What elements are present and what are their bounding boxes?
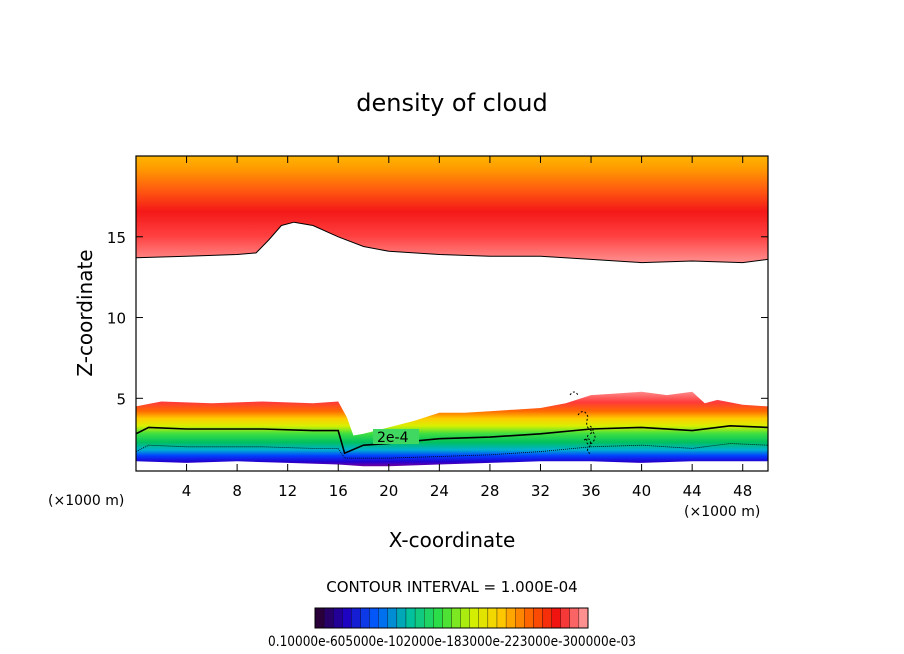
lower-cloud-layer bbox=[136, 391, 768, 467]
x-unit-right: (×1000 m) bbox=[684, 504, 760, 520]
colorbar-swatch-22 bbox=[515, 607, 525, 629]
thin-contour-line bbox=[136, 443, 768, 459]
colorbar-swatch-3 bbox=[342, 607, 352, 629]
colorbar-swatch-11 bbox=[414, 607, 425, 629]
x-tick-label-11: 48 bbox=[733, 482, 752, 500]
y-tick-label-1: 10 bbox=[107, 310, 126, 328]
x-tick-label-7: 32 bbox=[531, 482, 550, 500]
chart-title: density of cloud bbox=[356, 89, 547, 117]
colorbar-swatch-26 bbox=[551, 607, 561, 629]
colorbar-swatch-16 bbox=[460, 607, 470, 629]
contour-interval-text: CONTOUR INTERVAL = 1.000E-04 bbox=[326, 578, 577, 596]
colorbar-swatch-6 bbox=[369, 607, 379, 629]
colorbar-swatch-10 bbox=[405, 607, 416, 629]
colorbar-swatch-25 bbox=[542, 607, 552, 629]
colorbar-swatch-13 bbox=[433, 607, 443, 629]
x-tick-label-8: 36 bbox=[581, 482, 600, 500]
colorbar-swatch-0 bbox=[314, 607, 325, 629]
colorbar bbox=[314, 607, 589, 629]
y-tick-label-2: 15 bbox=[107, 229, 126, 247]
colorbar-swatch-14 bbox=[442, 607, 452, 629]
colorbar-labels: 0.10000e-605000e-102000e-183000e-223000e… bbox=[268, 634, 636, 650]
colorbar-frame bbox=[314, 607, 589, 629]
x-tick-label-3: 16 bbox=[329, 482, 348, 500]
colorbar-swatch-23 bbox=[524, 607, 534, 629]
colorbar-swatch-2 bbox=[333, 607, 343, 629]
x-tick-marks bbox=[186, 156, 744, 471]
x-tick-label-5: 24 bbox=[430, 482, 449, 500]
x-tick-label-10: 44 bbox=[683, 482, 702, 500]
colorbar-swatch-20 bbox=[496, 607, 507, 629]
colorbar-swatch-27 bbox=[560, 607, 570, 629]
colorbar-swatch-18 bbox=[478, 607, 489, 629]
y-tick-marks bbox=[136, 236, 768, 399]
colorbar-swatch-15 bbox=[451, 607, 461, 629]
x-unit-left: (×1000 m) bbox=[48, 493, 124, 509]
x-tick-label-4: 20 bbox=[379, 482, 398, 500]
x-tick-label-0: 4 bbox=[182, 482, 192, 500]
upper-layer-contour-line bbox=[136, 221, 768, 264]
y-axis-label: Z-coordinate bbox=[73, 249, 97, 376]
y-tick-labels: 5 10 15 bbox=[107, 229, 126, 409]
x-axis-label: X-coordinate bbox=[389, 528, 516, 552]
colorbar-swatch-7 bbox=[378, 607, 388, 629]
colorbar-swatch-1 bbox=[323, 607, 334, 629]
colorbar-swatch-12 bbox=[424, 607, 434, 629]
x-tick-label-6: 28 bbox=[480, 482, 499, 500]
colorbar-swatch-8 bbox=[387, 607, 398, 629]
y-tick-label-0: 5 bbox=[116, 390, 126, 408]
colorbar-swatch-21 bbox=[505, 607, 516, 629]
colorbar-swatch-24 bbox=[533, 607, 543, 629]
colorbar-swatch-29 bbox=[578, 607, 589, 629]
colorbar-swatch-17 bbox=[469, 607, 479, 629]
upper-cloud-layer bbox=[136, 156, 768, 263]
plot-area bbox=[136, 156, 768, 471]
contour-label-background bbox=[373, 429, 419, 444]
colorbar-swatch-4 bbox=[351, 607, 361, 629]
contour-label: 2e-4 bbox=[377, 430, 409, 446]
colorbar-swatch-19 bbox=[487, 607, 498, 629]
colorbar-swatch-9 bbox=[396, 607, 407, 629]
convective-cell-contours bbox=[569, 391, 596, 455]
x-tick-labels: 4 8 12 16 20 24 28 32 36 40 44 48 bbox=[182, 482, 752, 500]
x-tick-label-9: 40 bbox=[632, 482, 651, 500]
colorbar-swatch-5 bbox=[360, 607, 370, 629]
x-tick-label-1: 8 bbox=[232, 482, 242, 500]
x-tick-label-2: 12 bbox=[278, 482, 297, 500]
plot-frame bbox=[135, 155, 769, 472]
colorbar-swatch-28 bbox=[569, 607, 580, 629]
